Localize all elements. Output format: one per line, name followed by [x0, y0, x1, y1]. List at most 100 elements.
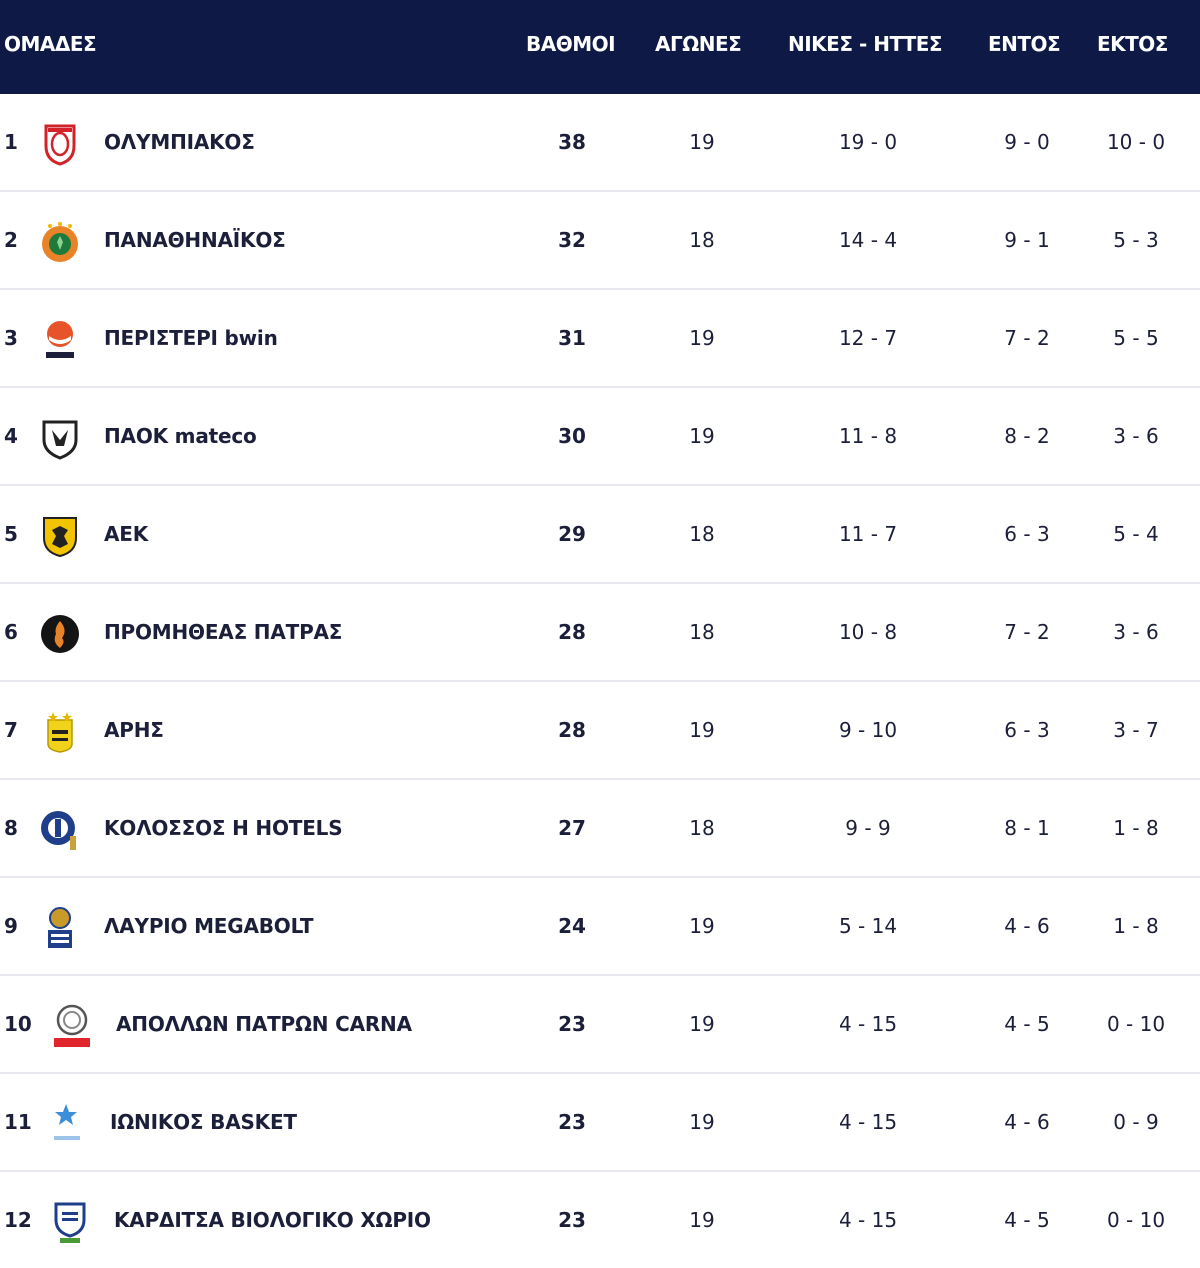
team-wins-losses: 4 - 15 — [838, 1110, 898, 1134]
header-wins-losses[interactable]: ΝΙΚΕΣ - ΗΤΤΕΣ — [788, 32, 943, 56]
team-wins-losses: 11 - 8 — [838, 424, 898, 448]
team-name[interactable]: ΠΑΟΚ mateco — [104, 424, 257, 448]
team-wins-losses: 11 - 7 — [838, 522, 898, 546]
team-away-record: 3 - 6 — [1113, 620, 1159, 644]
team-rank: 5 — [4, 522, 18, 546]
table-row[interactable]: 11 ΙΩΝΙΚΟΣ BASKET 23 19 4 - 15 4 - 6 0 -… — [0, 1074, 1200, 1172]
team-points: 23 — [558, 1110, 586, 1134]
team-points: 28 — [558, 718, 586, 742]
team-home-record: 7 - 2 — [1004, 326, 1050, 350]
team-home-record: 7 - 2 — [1004, 620, 1050, 644]
team-name[interactable]: ΙΩΝΙΚΟΣ BASKET — [110, 1110, 297, 1134]
team-away-record: 3 - 7 — [1113, 718, 1159, 742]
team-name[interactable]: ΑΡΗΣ — [104, 718, 164, 742]
team-rank: 11 — [4, 1110, 32, 1134]
team-home-record: 4 - 6 — [1004, 914, 1050, 938]
team-rank: 7 — [4, 718, 18, 742]
team-name[interactable]: ΠΕΡΙΣΤΕΡΙ bwin — [104, 326, 278, 350]
paok-logo-icon — [38, 416, 82, 460]
team-games: 19 — [689, 1208, 715, 1232]
header-points[interactable]: ΒΑΘΜΟΙ — [526, 32, 616, 56]
table-row[interactable]: 9 ΛΑΥΡΙΟ MEGABOLT 24 19 5 - 14 4 - 6 1 -… — [0, 878, 1200, 976]
team-away-record: 0 - 9 — [1113, 1110, 1159, 1134]
team-points: 23 — [558, 1208, 586, 1232]
olympiacos-logo-icon — [38, 122, 82, 166]
table-row[interactable]: 2 ΠΑΝΑΘΗΝΑΪΚΟΣ 32 18 14 - 4 9 - 1 5 - 3 — [0, 192, 1200, 290]
team-name[interactable]: ΚΟΛΟΣΣΟΣ Η HOTELS — [104, 816, 343, 840]
table-row[interactable]: 1 ΟΛΥΜΠΙΑΚΟΣ 38 19 19 - 0 9 - 0 10 - 0 — [0, 94, 1200, 192]
table-row[interactable]: 10 ΑΠΟΛΛΩΝ ΠΑΤΡΩΝ CARNA 23 19 4 - 15 4 -… — [0, 976, 1200, 1074]
team-wins-losses: 9 - 10 — [838, 718, 898, 742]
team-home-record: 8 - 1 — [1004, 816, 1050, 840]
header-home[interactable]: ΕΝΤΟΣ — [988, 32, 1061, 56]
team-name[interactable]: ΟΛΥΜΠΙΑΚΟΣ — [104, 130, 255, 154]
team-home-record: 9 - 0 — [1004, 130, 1050, 154]
team-wins-losses: 4 - 15 — [838, 1012, 898, 1036]
table-row[interactable]: 7 ΑΡΗΣ 28 19 9 - 10 6 - 3 3 - 7 — [0, 682, 1200, 780]
team-home-record: 9 - 1 — [1004, 228, 1050, 252]
table-body: 1 ΟΛΥΜΠΙΑΚΟΣ 38 19 19 - 0 9 - 0 10 - 0 2… — [0, 94, 1200, 1268]
team-rank: 12 — [4, 1208, 32, 1232]
table-row[interactable]: 12 ΚΑΡΔΙΤΣΑ ΒΙΟΛΟΓΙΚΟ ΧΩΡΙΟ 23 19 4 - 15… — [0, 1172, 1200, 1268]
team-wins-losses: 14 - 4 — [838, 228, 898, 252]
team-wins-losses: 12 - 7 — [838, 326, 898, 350]
table-row[interactable]: 8 ΚΟΛΟΣΣΟΣ Η HOTELS 27 18 9 - 9 8 - 1 1 … — [0, 780, 1200, 878]
panathinaikos-logo-icon — [38, 220, 82, 264]
team-games: 18 — [689, 816, 715, 840]
promitheas-logo-icon — [38, 612, 82, 656]
team-home-record: 6 - 3 — [1004, 718, 1050, 742]
team-name[interactable]: ΠΑΝΑΘΗΝΑΪΚΟΣ — [104, 228, 286, 252]
team-away-record: 0 - 10 — [1106, 1208, 1166, 1232]
team-games: 19 — [689, 130, 715, 154]
team-name[interactable]: ΑΠΟΛΛΩΝ ΠΑΤΡΩΝ CARNA — [116, 1012, 412, 1036]
header-games[interactable]: ΑΓΩΝΕΣ — [655, 32, 742, 56]
team-games: 18 — [689, 228, 715, 252]
table-header: ΟΜΑΔΕΣ ΒΑΘΜΟΙ ΑΓΩΝΕΣ ΝΙΚΕΣ - ΗΤΤΕΣ ΕΝΤΟΣ… — [0, 0, 1200, 94]
team-away-record: 5 - 5 — [1113, 326, 1159, 350]
table-row[interactable]: 5 ΑΕΚ 29 18 11 - 7 6 - 3 5 - 4 — [0, 486, 1200, 584]
team-points: 23 — [558, 1012, 586, 1036]
team-rank: 10 — [4, 1012, 32, 1036]
table-row[interactable]: 3 ΠΕΡΙΣΤΕΡΙ bwin 31 19 12 - 7 7 - 2 5 - … — [0, 290, 1200, 388]
header-away[interactable]: ΕΚΤΟΣ — [1097, 32, 1168, 56]
team-name[interactable]: ΛΑΥΡΙΟ MEGABOLT — [104, 914, 314, 938]
team-points: 29 — [558, 522, 586, 546]
karditsa-logo-icon — [48, 1200, 92, 1244]
team-points: 32 — [558, 228, 586, 252]
team-points: 31 — [558, 326, 586, 350]
team-rank: 6 — [4, 620, 18, 644]
team-name[interactable]: ΠΡΟΜΗΘΕΑΣ ΠΑΤΡΑΣ — [104, 620, 343, 644]
aris-logo-icon — [38, 710, 82, 754]
team-rank: 2 — [4, 228, 18, 252]
team-games: 18 — [689, 620, 715, 644]
team-wins-losses: 19 - 0 — [838, 130, 898, 154]
team-home-record: 4 - 6 — [1004, 1110, 1050, 1134]
team-away-record: 5 - 4 — [1113, 522, 1159, 546]
team-wins-losses: 4 - 15 — [838, 1208, 898, 1232]
apollon-patron-logo-icon — [50, 1004, 94, 1048]
team-rank: 3 — [4, 326, 18, 350]
team-away-record: 10 - 0 — [1106, 130, 1166, 154]
team-games: 18 — [689, 522, 715, 546]
team-points: 27 — [558, 816, 586, 840]
team-away-record: 1 - 8 — [1113, 816, 1159, 840]
team-wins-losses: 5 - 14 — [838, 914, 898, 938]
team-home-record: 4 - 5 — [1004, 1012, 1050, 1036]
lavrio-logo-icon — [38, 906, 82, 950]
table-row[interactable]: 6 ΠΡΟΜΗΘΕΑΣ ΠΑΤΡΑΣ 28 18 10 - 8 7 - 2 3 … — [0, 584, 1200, 682]
team-games: 19 — [689, 326, 715, 350]
team-name[interactable]: ΚΑΡΔΙΤΣΑ ΒΙΟΛΟΓΙΚΟ ΧΩΡΙΟ — [114, 1208, 431, 1232]
table-row[interactable]: 4 ΠΑΟΚ mateco 30 19 11 - 8 8 - 2 3 - 6 — [0, 388, 1200, 486]
team-away-record: 0 - 10 — [1106, 1012, 1166, 1036]
kolossos-logo-icon — [38, 808, 82, 852]
team-rank: 4 — [4, 424, 18, 448]
team-points: 24 — [558, 914, 586, 938]
team-points: 28 — [558, 620, 586, 644]
team-name[interactable]: ΑΕΚ — [104, 522, 149, 546]
team-points: 30 — [558, 424, 586, 448]
team-games: 19 — [689, 1110, 715, 1134]
header-teams[interactable]: ΟΜΑΔΕΣ — [4, 32, 97, 56]
team-away-record: 1 - 8 — [1113, 914, 1159, 938]
team-games: 19 — [689, 1012, 715, 1036]
